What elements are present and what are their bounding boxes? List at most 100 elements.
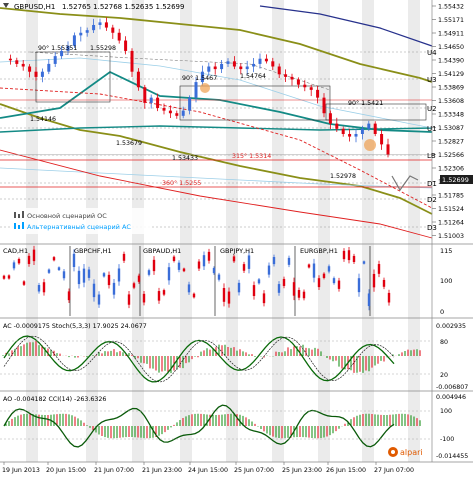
cross-bar-body-72 [362,261,366,264]
cross-bar-body-14 [72,253,76,268]
annotation-6: 1.54764 [240,73,266,80]
candle-body-27 [175,113,179,116]
level-lb: LB [427,152,436,160]
level-u1: U1 [427,125,437,133]
cross-bar-body-61 [307,264,311,268]
cross-bar-body-48 [242,264,246,271]
candle-body-16 [104,22,108,28]
level-label-column: U4 U3 U2 U1 LB D1 D2 D3 [427,49,437,232]
collapse-icon[interactable] [3,3,9,8]
price-tick-2: 1.54911 [438,31,464,38]
cross-bar-body-18 [92,283,96,298]
cross-bar-body-7 [37,285,41,292]
time-label-3: 21 Jun 23:00 [142,467,182,474]
cross-bar-body-69 [347,250,351,261]
price-tick-1: 1.55171 [438,17,464,24]
cross-bar-body-9 [47,269,51,273]
candle-body-43 [277,66,281,75]
ao-cci-label: AO -0.004182 CCI(14) -263.6326 [3,396,106,403]
cross-bar-body-46 [232,256,236,262]
highlight-circle-2 [364,139,376,151]
cross-bar-body-30 [152,259,156,272]
cross-bar-body-17 [87,269,91,278]
stoch-signal [3,335,395,383]
cross-bar-body-15 [77,270,81,285]
candle-body-42 [271,61,275,67]
cross-label-0: CAD,H1 [3,247,28,255]
current-price-badge: 1.52699 [440,175,473,184]
candle-body-58 [373,123,377,134]
candle-body-44 [284,74,288,77]
cross-bar-body-65 [327,266,331,272]
cross-bar-body-21 [107,274,111,286]
cross-bar-body-24 [122,253,126,261]
cross-bar-body-12 [62,271,66,279]
price-tick-4: 1.54390 [438,58,464,65]
candle-body-4 [28,66,32,72]
price-tick-5: 1.54129 [438,71,464,78]
candle-body-39 [252,63,256,67]
legend-alt: Альтернативный сценарий АС [27,223,131,231]
price-tick-3: 1.54650 [438,44,464,51]
ao-cci-panel [0,404,432,448]
ma-navy-top [259,5,433,47]
cross-bar-body-41 [207,251,211,261]
level-d2: D2 [427,196,437,204]
cross-bar-body-70 [352,255,356,263]
cross-label-1: GBPCHF,H1 [74,247,112,255]
cross-bar-body-73 [367,293,371,307]
price-tick-7: 1.53608 [438,98,464,105]
band-6 [318,0,330,462]
candle-body-40 [258,58,262,64]
candle-body-15 [98,22,102,25]
legend-main: Основной сценарий ОС [27,212,107,220]
ao-tick-bottom: -0.014455 [436,453,468,460]
cross-bar-body-60 [302,291,306,299]
candle-body-30 [194,82,198,98]
price-tick-14: 1.51785 [438,193,464,200]
candle-body-45 [290,76,294,80]
price-tick-6: 1.53869 [438,85,464,92]
level-u4: U4 [427,49,437,57]
svg-text:alpari: alpari [400,448,423,457]
level-u3: U3 [427,76,437,84]
main-scenario-icon [14,211,24,218]
cross-bar-body-25 [127,294,131,305]
symbol-label: GBPUSD,H1 [14,3,55,11]
candle-body-48 [309,87,313,90]
cross-bar-body-49 [247,255,251,269]
time-label-4: 24 Jun 15:00 [188,467,228,474]
price-axis: 1.55432 1.55171 1.54911 1.54650 1.54390 1.541… [432,4,464,240]
candle-body-49 [316,89,320,98]
ac-tick-top: 0.002935 [436,323,466,330]
svg-text:1.52699: 1.52699 [442,176,469,184]
trend-dash [29,51,331,91]
cross-bar-body-77 [387,292,391,303]
candle-body-51 [328,113,332,124]
cross-bar-body-26 [132,283,136,288]
candle-body-11 [72,35,76,46]
price-tick-11: 1.52566 [438,152,464,159]
time-axis: 19 Jun 2013 20 Jun 15:00 21 Jun 07:00 21 Ju… [2,462,414,474]
candle-body-33 [213,66,217,70]
stoch-main [3,335,395,383]
cross-bar-body-34 [172,256,176,262]
cross-bar-body-63 [317,278,321,288]
cross-bar-body-27 [137,275,141,282]
annotation-10: 360° 1.5255 [162,179,201,187]
time-label-2: 21 Jun 07:00 [94,467,134,474]
candle-body-29 [188,97,192,111]
cross-bar-body-23 [117,268,121,282]
cross-bar-body-39 [197,261,201,269]
candle-body-59 [380,133,384,145]
candle-body-24 [156,97,160,109]
cross-bar-body-5 [27,255,31,264]
cci-tick-100: 100 [440,408,452,415]
candle-body-12 [79,32,83,36]
candle-body-1 [8,58,12,61]
cross-bar-body-54 [272,257,276,265]
candle-body-57 [367,123,371,129]
cross-bar-body-36 [182,268,186,272]
